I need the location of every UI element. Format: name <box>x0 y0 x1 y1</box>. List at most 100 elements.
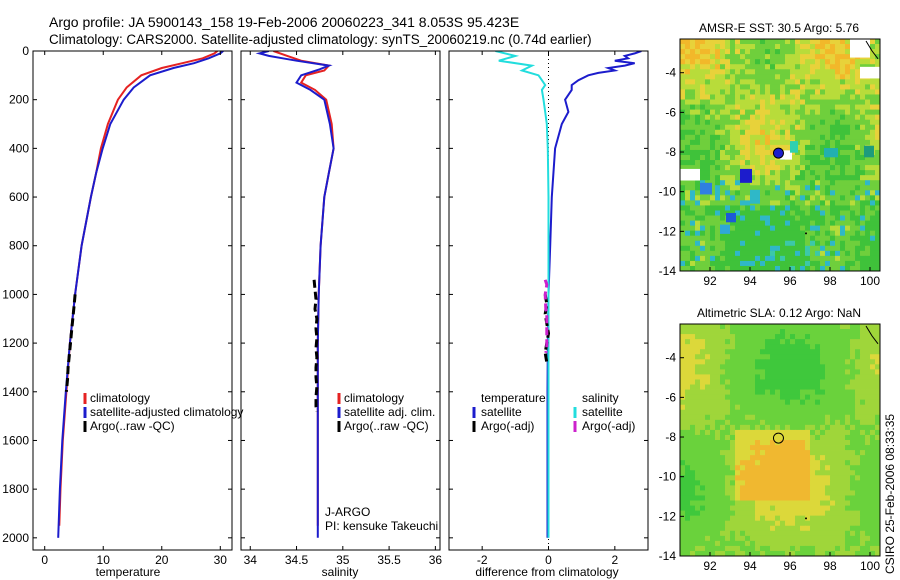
map-cell <box>745 185 751 191</box>
map-cell <box>725 364 731 370</box>
map-cell <box>865 245 871 252</box>
map-cell <box>790 409 796 416</box>
map-cell <box>800 404 806 411</box>
map-cell <box>865 220 871 227</box>
map-cell <box>840 200 846 206</box>
map-cell <box>860 240 866 247</box>
map-cell <box>725 540 731 547</box>
map-cell <box>740 510 746 517</box>
map-cell <box>850 379 856 385</box>
map-cell <box>820 475 826 481</box>
map-cell <box>720 59 726 65</box>
map-cell <box>765 324 771 330</box>
map-cell <box>800 339 806 345</box>
map-cell <box>685 139 691 146</box>
map-cell <box>870 210 876 216</box>
map-cell <box>785 230 791 237</box>
map-cell <box>775 495 781 501</box>
map-cell <box>810 235 816 242</box>
map-cell <box>800 185 806 191</box>
map-cell <box>725 359 731 365</box>
map-cell <box>850 485 856 491</box>
map-cell <box>825 540 831 547</box>
map-cell <box>680 354 686 360</box>
map-cell <box>750 399 756 406</box>
map-cell <box>870 389 876 396</box>
map-cell <box>820 265 826 271</box>
map-cell <box>815 195 821 201</box>
map-cell <box>805 215 811 221</box>
map-cell <box>700 424 706 431</box>
map-cell <box>865 495 871 501</box>
map-cell <box>790 64 796 70</box>
map-cell <box>830 54 836 60</box>
map-cell <box>855 550 861 556</box>
map-cell <box>770 460 776 466</box>
map-cell <box>750 349 756 355</box>
map-cell <box>790 155 796 161</box>
map-cell <box>725 49 731 55</box>
x-tick-label: 0 <box>545 553 552 567</box>
map-cell <box>860 414 866 421</box>
map-cell <box>860 190 866 196</box>
map-cell <box>735 134 741 141</box>
map-cell <box>870 460 876 466</box>
map-cell <box>770 185 776 191</box>
map-cell <box>715 450 721 456</box>
map-cell <box>825 200 831 206</box>
map-cell <box>780 329 786 335</box>
map-cell <box>680 225 686 232</box>
map-cell <box>790 515 796 522</box>
map-cell <box>850 329 856 335</box>
map-cell <box>835 139 841 146</box>
map-cell <box>775 109 781 116</box>
map-cell <box>695 190 701 196</box>
map-cell <box>690 535 696 542</box>
map-cell <box>825 175 831 181</box>
y-tick-label: -12 <box>659 509 677 523</box>
map-cell <box>750 495 756 501</box>
map-cell <box>845 530 851 537</box>
map-cell <box>830 404 836 411</box>
map-cell <box>730 339 736 345</box>
map-cell <box>710 374 716 380</box>
map-cell <box>850 200 856 206</box>
map-cell <box>830 465 836 471</box>
map-cell <box>825 265 831 271</box>
map-cell <box>680 374 686 380</box>
map-cell <box>725 155 731 161</box>
map-cell <box>745 455 751 461</box>
map-cell <box>835 419 841 426</box>
map-cell <box>710 89 716 95</box>
map-cell <box>810 440 816 446</box>
map-cell <box>755 379 761 385</box>
map-cell <box>790 104 796 111</box>
map-cell <box>770 79 776 85</box>
map-cell <box>845 59 851 65</box>
map-cell <box>685 265 691 271</box>
map-cell <box>715 220 721 227</box>
map-cell <box>825 49 831 55</box>
map-cell <box>755 520 761 527</box>
map-cell <box>725 429 731 436</box>
map-cell <box>780 200 786 206</box>
map-cell <box>835 39 841 45</box>
map-cell <box>760 119 766 126</box>
map-cell <box>795 394 801 401</box>
map-cell <box>740 245 746 252</box>
map-cell <box>760 450 766 456</box>
map-cell <box>830 109 836 116</box>
map-cell <box>750 374 756 380</box>
map-cell <box>740 470 746 476</box>
map-cell <box>760 165 766 171</box>
map-cell <box>830 394 836 401</box>
map-cell <box>840 119 846 126</box>
map-cell <box>740 455 746 461</box>
map-cell <box>875 550 880 556</box>
map-cell <box>875 265 880 271</box>
map-cell <box>875 144 880 151</box>
map-cell <box>810 475 816 481</box>
map-cell <box>685 470 691 476</box>
map-cell <box>710 525 716 532</box>
map-cell <box>695 409 701 416</box>
